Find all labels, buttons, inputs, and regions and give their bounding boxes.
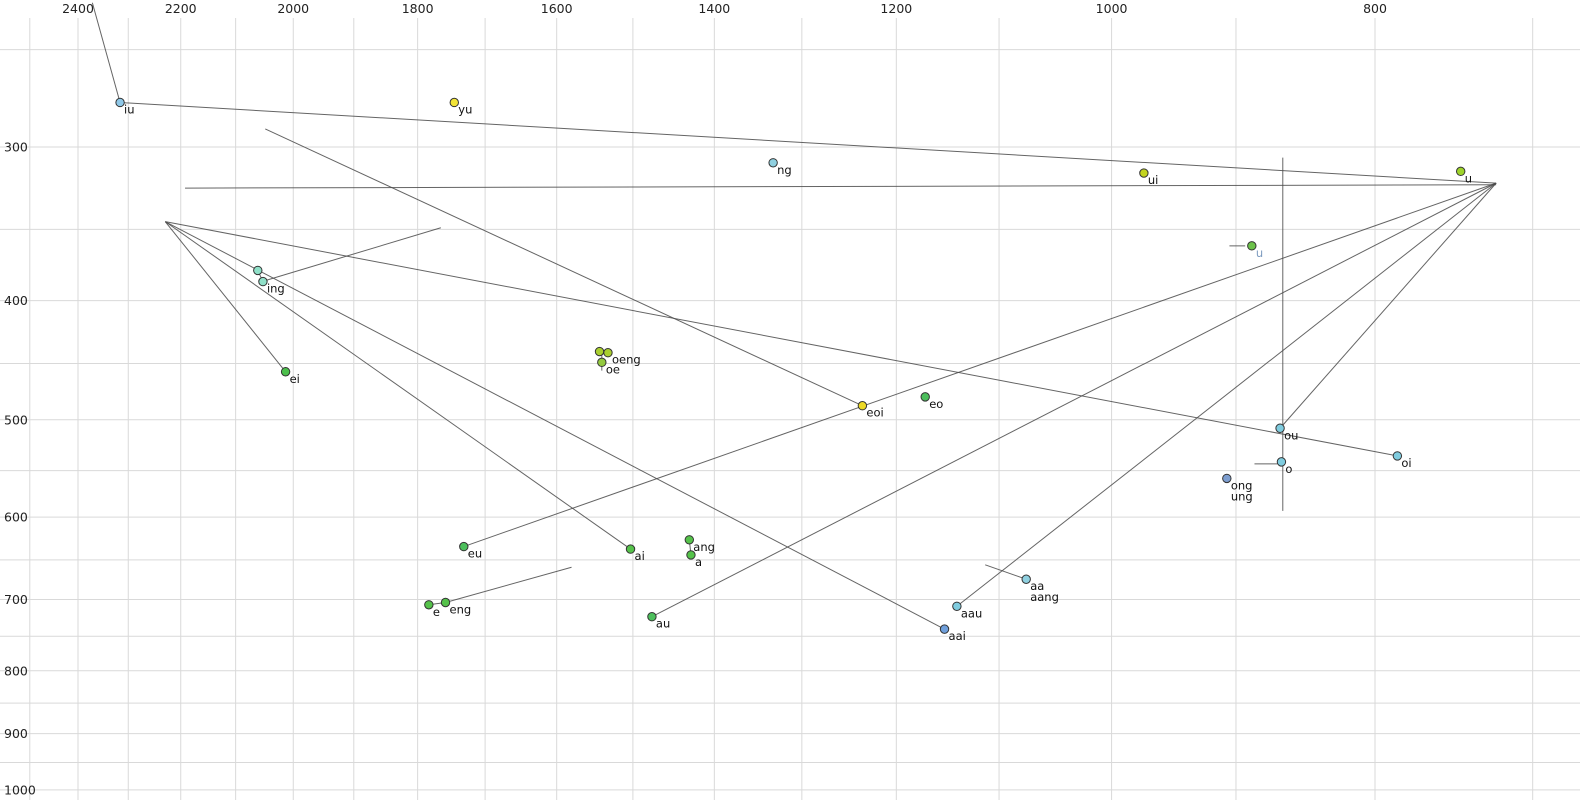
data-point-eo[interactable] [920, 392, 930, 402]
data-point-a[interactable] [686, 550, 696, 560]
data-point-ou[interactable] [1275, 423, 1285, 433]
data-point-eoi[interactable] [857, 401, 868, 411]
x-tick-label: 800 [1363, 1, 1387, 16]
point-label-o: o [1285, 462, 1292, 476]
data-point-oi[interactable] [1392, 451, 1403, 461]
data-point-ui[interactable] [1139, 168, 1149, 178]
data-point-eu[interactable] [459, 541, 469, 552]
data-point-aa[interactable] [1021, 574, 1031, 584]
x-tick-label: 1400 [698, 1, 730, 16]
point-label-ei: ei [290, 372, 300, 386]
point-label-iu: iu [124, 102, 134, 116]
point-label-eng: eng [450, 602, 472, 616]
point-label-eo: eo [929, 397, 943, 411]
trajectory-line-aa-stub [985, 564, 1027, 580]
y-tick-label: 600 [4, 510, 28, 525]
y-tick-label: 700 [4, 592, 28, 607]
x-tick-label: 1200 [880, 1, 912, 16]
point-label-ang: ang [693, 540, 715, 554]
trajectory-line-eng-stub [445, 566, 572, 603]
point-label-ai: ai [635, 549, 645, 563]
point-label-eoi: eoi [866, 406, 883, 420]
x-tick-label: 2200 [165, 1, 197, 16]
y-tick-label: 900 [4, 726, 28, 741]
point-label-au: au [656, 617, 670, 631]
point-label-aang: aang [1030, 590, 1059, 604]
trajectory-line-edge-to-iu [91, 2, 121, 103]
trajectory-line-au-to-u [651, 182, 1497, 618]
point-label-ou: ou [1284, 428, 1298, 442]
trajectory-line-ui-to-i [185, 184, 1497, 189]
point-label-oi: oi [1401, 456, 1411, 470]
data-point-u[interactable] [1455, 166, 1466, 177]
point-label-e: e [433, 605, 440, 619]
data-point-u[interactable] [1247, 241, 1257, 251]
y-tick-label: 1000 [4, 782, 36, 797]
point-label-u: u [1465, 171, 1472, 185]
data-point-ing[interactable] [258, 276, 268, 287]
x-tick-label: 2400 [62, 1, 94, 16]
x-tick-label: 1800 [402, 1, 434, 16]
data-point-ang[interactable] [684, 535, 695, 545]
point-label-a: a [695, 555, 702, 569]
data-point-oeng[interactable] [603, 348, 613, 358]
point-label-oe: oe [606, 362, 620, 376]
data-point-ng[interactable] [768, 158, 778, 168]
data-point-eng[interactable] [440, 597, 451, 608]
data-point-au[interactable] [647, 612, 657, 622]
data-point-ei[interactable] [280, 367, 291, 377]
x-tick-label: 1600 [541, 1, 573, 16]
point-label-ui: ui [1148, 173, 1158, 187]
point-label-ng: ng [777, 163, 792, 177]
trajectory-line-eoi-track [265, 128, 863, 407]
point-label-ung: ung [1231, 489, 1253, 503]
data-point-e[interactable] [424, 600, 434, 610]
x-tick-label: 2000 [277, 1, 309, 16]
data-point-oe[interactable] [597, 357, 607, 368]
y-tick-label: 300 [4, 140, 28, 155]
trajectory-line-ou-to-u [1279, 182, 1497, 429]
data-point[interactable] [253, 265, 263, 276]
trajectory-line-oi-to-i [165, 221, 1398, 457]
point-label-eu: eu [468, 547, 482, 561]
point-label-u: u [1256, 246, 1263, 260]
trajectory-line-ing-stub [261, 227, 441, 283]
point-label-aai: aai [949, 629, 966, 643]
point-label-yu: yu [458, 102, 472, 116]
data-point-iu[interactable] [115, 97, 125, 108]
x-tick-label: 1000 [1096, 1, 1128, 16]
data-point[interactable] [594, 346, 605, 357]
trajectory-line-ei-to-i [164, 221, 286, 373]
trajectory-line-aai-to-i [165, 221, 945, 630]
y-tick-label: 500 [4, 412, 28, 427]
data-point-ai[interactable] [625, 544, 636, 554]
point-label-aau: aau [961, 606, 982, 620]
trajectory-line-ai-to-i [164, 221, 631, 550]
point-label-oeng: oeng [612, 353, 641, 367]
data-point-aau[interactable] [952, 601, 962, 611]
y-tick-label: 400 [4, 293, 28, 308]
data-point-o[interactable] [1276, 457, 1287, 467]
data-point-yu[interactable] [449, 97, 459, 108]
data-point-aai[interactable] [939, 624, 950, 634]
point-label-ing: ing [267, 282, 285, 296]
point-label-aa: aa [1030, 579, 1044, 593]
trajectory-line-aau-to-u [956, 182, 1497, 607]
data-point-ong[interactable] [1222, 473, 1232, 484]
y-tick-label: 800 [4, 663, 28, 678]
point-label-ong: ong [1231, 478, 1253, 492]
trajectory-line-eu-to-u [463, 182, 1497, 548]
trajectory-line-iu-to-u [120, 101, 1497, 184]
